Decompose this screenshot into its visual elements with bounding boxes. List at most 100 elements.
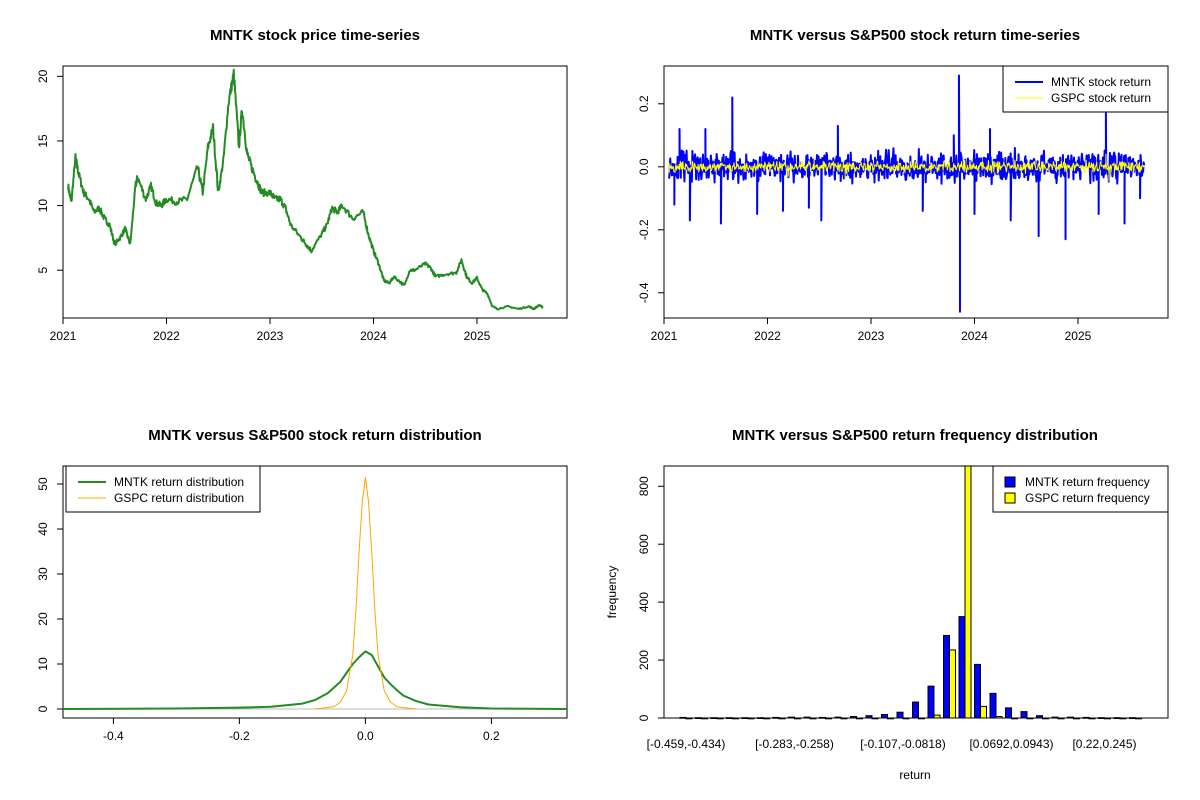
gspc-bar	[1057, 717, 1065, 720]
x-tick-label: [-0.107,-0.0818)	[860, 737, 945, 751]
gspc-density-line	[314, 476, 416, 710]
y-tick-label: -0.4	[637, 282, 651, 303]
mntk-bar	[710, 717, 718, 720]
x-tick-label: 0.2	[483, 729, 500, 743]
mntk-bar	[726, 717, 733, 720]
panel-1: MNTK stock price time-series 2021 2022 2023…	[36, 27, 568, 343]
x-tick-label: 0.0	[357, 729, 374, 743]
gspc-bar	[840, 717, 848, 720]
x-tick-label: 2024	[961, 329, 988, 343]
mntk-bar	[896, 711, 904, 719]
x-tick-label: 2023	[257, 329, 284, 343]
y-tick-label: 0	[36, 705, 50, 712]
gspc-bar	[964, 465, 972, 719]
price-series-line	[67, 68, 544, 311]
y-tick-label: 800	[637, 476, 651, 496]
gspc-bar	[995, 716, 1003, 719]
gspc-bar	[871, 717, 879, 720]
gspc-bar	[980, 705, 987, 719]
mntk-bar	[1051, 716, 1059, 719]
mntk-bar	[757, 717, 764, 720]
y-tick-label: 15	[36, 134, 50, 148]
mntk-bar	[803, 716, 811, 719]
mntk-bar	[943, 634, 950, 719]
mntk-bar	[1020, 711, 1028, 719]
legend-entry: GSPC return distribution	[114, 491, 244, 505]
legend-box	[65, 465, 261, 513]
y-tick-label: 400	[637, 592, 651, 612]
mntk-bar	[679, 716, 687, 719]
gspc-bar	[685, 717, 693, 720]
gspc-bar	[887, 717, 894, 720]
mntk-bar	[1113, 717, 1121, 720]
mntk-bar	[1067, 716, 1074, 719]
y-tick-label: -0.2	[637, 219, 651, 240]
x-tick-label: -0.4	[103, 729, 124, 743]
x-tick-label: [0.0692,0.0943)	[969, 737, 1053, 751]
y-tick-label: 200	[637, 650, 651, 670]
y-axis-label: frequency	[605, 566, 619, 619]
legend-box	[992, 465, 1169, 513]
gspc-bar	[701, 717, 708, 720]
panel-2: MNTK versus S&P500 stock return time-ser…	[637, 27, 1169, 343]
mntk-bar	[1129, 717, 1136, 720]
mntk-bar	[819, 716, 826, 719]
gspc-bar	[809, 717, 817, 720]
y-tick-label: 0.2	[637, 95, 651, 112]
gspc-bar	[778, 717, 786, 720]
legend-box	[1002, 65, 1169, 113]
gspc-bar	[1026, 717, 1034, 720]
panel-4: MNTK versus S&P500 return frequency dist…	[605, 427, 1169, 782]
gspc-bar	[918, 717, 925, 720]
legend-entry: GSPC stock return	[1051, 91, 1151, 105]
gspc-return-line	[668, 153, 1145, 182]
mntk-bar	[1082, 716, 1090, 719]
legend-entry: MNTK return frequency	[1025, 475, 1150, 489]
mntk-bar	[850, 716, 857, 719]
y-tick-label: 5	[36, 267, 50, 274]
legend-entry: MNTK return distribution	[114, 475, 244, 489]
mntk-bar	[772, 716, 780, 719]
mntk-bar	[912, 701, 919, 719]
y-tick-label: 10	[36, 657, 50, 671]
mntk-bar	[927, 685, 935, 719]
legend-swatch	[1004, 476, 1016, 488]
gspc-bar	[716, 717, 724, 720]
gspc-bar	[747, 717, 755, 720]
x-axis-label: return	[899, 768, 930, 782]
mntk-bar	[741, 717, 749, 720]
chart-title: MNTK versus S&P500 stock return distribu…	[148, 427, 481, 444]
plot-box	[62, 465, 568, 719]
gspc-bar	[763, 717, 770, 720]
y-tick-label: 20	[36, 612, 50, 626]
chart-title: MNTK stock price time-series	[210, 27, 420, 44]
mntk-bar	[1005, 707, 1012, 719]
chart-title: MNTK versus S&P500 stock return time-ser…	[750, 27, 1080, 44]
mntk-bar	[1098, 717, 1105, 720]
gspc-bar	[1042, 717, 1049, 720]
gspc-bar	[1135, 717, 1142, 720]
mntk-bar	[881, 714, 888, 719]
gspc-bar	[794, 717, 801, 720]
x-tick-label: 2025	[464, 329, 491, 343]
mntk-bar	[989, 692, 997, 719]
y-tick-label: 10	[36, 199, 50, 213]
gspc-bar	[732, 717, 739, 720]
x-tick-label: -0.2	[229, 729, 250, 743]
gspc-bar	[933, 714, 941, 719]
x-tick-label: 2021	[50, 329, 77, 343]
panel-3: MNTK versus S&P500 stock return distribu…	[36, 427, 568, 743]
mntk-bar	[865, 715, 873, 719]
chart-title: MNTK versus S&P500 return frequency dist…	[732, 427, 1098, 444]
mntk-bar	[974, 663, 981, 719]
x-tick-label: 2023	[858, 329, 885, 343]
y-tick-label: 20	[36, 69, 50, 83]
mntk-return-line	[668, 74, 1146, 313]
x-tick-label: [-0.459,-0.434)	[647, 737, 726, 751]
x-tick-label: [0.22,0.245)	[1072, 737, 1136, 751]
x-tick-label: 2021	[651, 329, 678, 343]
gspc-bar	[1119, 717, 1127, 720]
y-tick-label: 50	[36, 477, 50, 491]
y-tick-label: 30	[36, 567, 50, 581]
